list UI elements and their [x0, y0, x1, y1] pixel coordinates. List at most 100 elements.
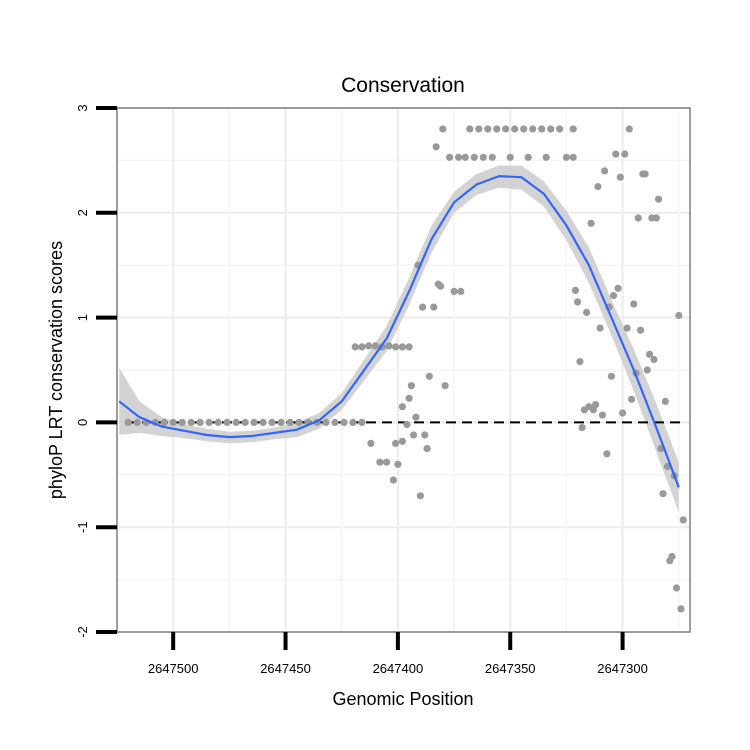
data-point: [376, 458, 384, 466]
data-point: [661, 397, 669, 405]
y-tick-label: -2: [75, 626, 90, 638]
data-point: [187, 418, 195, 426]
data-point: [637, 326, 645, 334]
data-point: [367, 439, 375, 447]
data-point: [654, 195, 663, 203]
data-point: [196, 418, 204, 426]
data-point: [160, 418, 168, 426]
data-point: [614, 284, 622, 292]
chart-title: Conservation: [341, 74, 465, 97]
data-point: [587, 219, 595, 227]
data-point: [405, 394, 413, 402]
smooth-line-layer: [118, 175, 680, 488]
data-point: [616, 173, 624, 181]
data-point: [643, 366, 651, 374]
data-point: [659, 490, 667, 498]
data-point: [398, 403, 406, 411]
data-point: [511, 125, 519, 133]
data-point: [607, 372, 616, 380]
data-point: [679, 516, 687, 524]
data-point: [628, 395, 636, 403]
data-point: [351, 343, 359, 351]
data-point: [398, 343, 406, 351]
data-point: [331, 418, 339, 426]
data-point: [672, 584, 681, 592]
data-point: [450, 287, 458, 295]
data-point: [596, 324, 604, 332]
data-point: [441, 382, 449, 390]
data-point: [529, 125, 537, 133]
data-point: [389, 476, 397, 484]
data-point: [412, 413, 420, 421]
data-point: [502, 125, 510, 133]
data-point: [675, 311, 683, 320]
data-point: [421, 431, 429, 439]
data-point: [403, 420, 411, 429]
data-point: [619, 409, 627, 417]
data-point: [506, 153, 514, 161]
data-point: [457, 287, 465, 295]
y-axis-title: phyloP LRT conservation scores: [46, 241, 66, 499]
data-point: [484, 125, 492, 133]
data-point: [583, 308, 591, 316]
y-tick-label: 1: [75, 314, 90, 321]
data-point: [571, 286, 580, 294]
data-point: [405, 343, 413, 351]
data-point: [385, 342, 393, 350]
data-point: [493, 125, 501, 133]
data-points: [124, 125, 687, 613]
data-point: [432, 143, 440, 151]
data-point: [455, 153, 463, 161]
data-point: [358, 418, 366, 426]
data-point: [538, 125, 546, 133]
data-point: [547, 125, 555, 133]
data-point: [652, 214, 660, 222]
data-point: [475, 125, 483, 133]
data-point: [205, 418, 213, 426]
data-point: [623, 324, 631, 332]
x-tick-label: 2647350: [485, 661, 536, 676]
data-point: [562, 153, 571, 161]
data-point: [592, 401, 600, 409]
data-point: [650, 355, 658, 364]
x-axis-title: Genomic Position: [332, 689, 473, 709]
data-point: [383, 458, 391, 466]
data-point: [437, 282, 445, 290]
axes: -2 -1 0 1 2 3 2647500 2647450 2647400 2647350 2647…: [75, 104, 648, 676]
data-point: [598, 411, 607, 419]
data-point: [419, 303, 427, 311]
y-tick-label: 3: [75, 104, 90, 111]
x-tick-label: 2647300: [597, 661, 648, 676]
data-point: [322, 418, 330, 426]
data-point: [295, 418, 303, 426]
data-point: [232, 418, 240, 426]
smooth-line: [118, 175, 680, 488]
data-point: [461, 153, 469, 161]
y-tick-label: -1: [75, 521, 90, 533]
data-point: [601, 167, 609, 175]
data-point: [634, 214, 642, 222]
data-point: [574, 298, 582, 306]
data-point: [223, 418, 231, 426]
x-tick-label: 2647450: [260, 661, 311, 676]
data-point: [594, 183, 602, 191]
y-tick-label: 0: [75, 419, 90, 426]
data-point: [392, 343, 400, 351]
data-point: [416, 492, 424, 500]
data-point: [470, 153, 478, 161]
data-point: [124, 418, 132, 426]
data-point: [286, 418, 294, 426]
data-point: [268, 418, 276, 426]
data-point: [576, 358, 584, 366]
data-point: [398, 437, 406, 445]
data-point: [569, 153, 577, 161]
data-point: [250, 418, 258, 426]
data-point: [612, 150, 620, 158]
data-point: [394, 460, 402, 468]
data-point: [446, 153, 454, 161]
data-point: [392, 439, 400, 447]
x-tick-label: 2647400: [373, 661, 424, 676]
data-point: [542, 153, 550, 161]
